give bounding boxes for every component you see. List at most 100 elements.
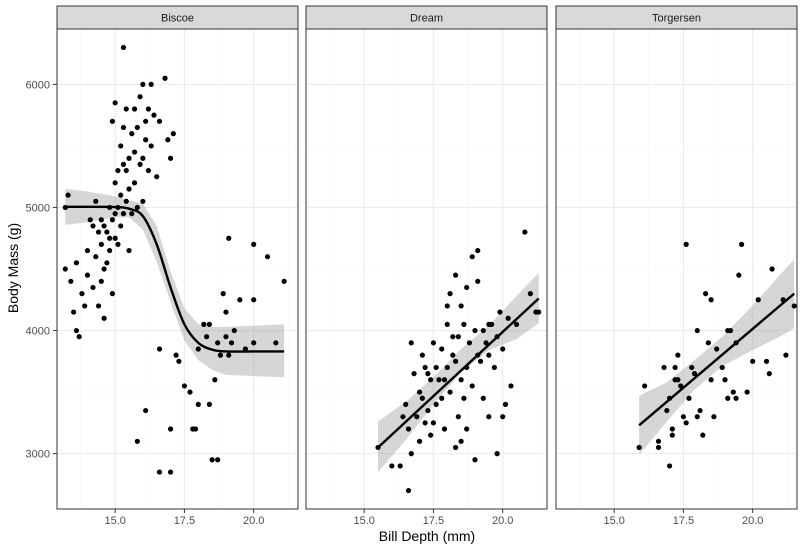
panel-dream: Dream — [305, 5, 548, 510]
data-point — [112, 180, 118, 186]
data-point — [195, 346, 201, 352]
data-point — [430, 340, 437, 346]
data-point — [115, 241, 121, 247]
data-point — [680, 414, 687, 420]
data-point — [140, 198, 146, 204]
data-point — [217, 352, 224, 358]
data-point — [469, 383, 475, 389]
data-point — [167, 155, 174, 161]
data-point — [98, 241, 104, 247]
x-tick-label: 15.0 — [104, 515, 125, 527]
data-point — [242, 346, 248, 352]
data-point — [109, 291, 116, 297]
data-point — [702, 291, 709, 297]
data-point — [486, 414, 492, 420]
data-point — [447, 389, 453, 395]
data-point — [419, 395, 425, 401]
strip-label: Torgersen — [652, 13, 701, 25]
data-point — [464, 284, 470, 291]
data-point — [120, 44, 127, 51]
data-point — [452, 444, 459, 451]
data-point — [664, 407, 670, 414]
data-point — [115, 167, 121, 174]
data-point — [675, 377, 681, 383]
data-point — [425, 407, 431, 414]
data-point — [428, 432, 434, 438]
data-point — [162, 75, 168, 81]
data-point — [65, 192, 71, 198]
data-point — [129, 211, 135, 217]
data-point — [126, 186, 132, 192]
data-point — [93, 254, 99, 260]
data-point — [131, 106, 138, 112]
data-point — [82, 303, 88, 309]
data-point — [400, 414, 406, 420]
data-point — [112, 235, 118, 241]
data-point — [137, 94, 143, 100]
strip-background — [56, 5, 299, 30]
x-tick-label: 20.0 — [243, 515, 264, 527]
data-point — [433, 401, 439, 407]
data-point — [494, 451, 500, 457]
data-point — [140, 155, 146, 161]
data-point — [109, 118, 116, 124]
data-point — [273, 340, 279, 346]
data-point — [700, 432, 706, 438]
data-point — [408, 340, 414, 346]
data-point — [215, 457, 221, 463]
data-point — [491, 364, 497, 371]
x-tick-label: 17.5 — [673, 515, 694, 527]
x-axis-title: Bill Depth (mm) — [379, 528, 475, 544]
data-point — [736, 272, 742, 278]
data-point — [430, 420, 437, 426]
data-point — [143, 118, 149, 124]
data-point — [452, 358, 459, 364]
data-point — [137, 161, 143, 167]
data-point — [683, 420, 689, 426]
data-point — [90, 284, 96, 291]
data-point — [466, 340, 473, 346]
strip-label: Biscoe — [161, 13, 194, 25]
data-point — [791, 303, 797, 309]
data-point — [87, 217, 93, 223]
data-point — [107, 235, 113, 241]
data-point — [725, 395, 731, 401]
data-point — [730, 389, 736, 395]
data-point — [134, 204, 140, 211]
data-point — [425, 371, 431, 377]
data-point — [203, 334, 210, 340]
data-point — [170, 131, 176, 137]
strip-background — [555, 5, 798, 30]
fit-line — [377, 297, 540, 449]
data-point — [109, 217, 116, 223]
data-point — [411, 371, 417, 377]
data-point — [436, 377, 442, 383]
data-point — [433, 364, 439, 371]
data-point — [486, 352, 492, 358]
data-point — [733, 395, 739, 401]
data-point — [167, 469, 174, 475]
data-point — [68, 278, 74, 284]
data-point — [513, 321, 520, 327]
data-point — [416, 438, 423, 444]
data-point — [173, 352, 179, 358]
axes-layer: 15.0 17.5 20.0 15.0 17.5 20.0 15.0 17.5 20.0 3000… — [26, 79, 764, 527]
data-point — [522, 229, 528, 235]
data-point — [447, 291, 453, 297]
data-point — [281, 278, 287, 284]
x-tick-label: 15.0 — [603, 515, 624, 527]
x-tick-label: 20.0 — [492, 515, 513, 527]
data-point — [419, 352, 425, 358]
data-point — [95, 303, 102, 309]
fit-line — [65, 205, 285, 353]
data-point — [195, 401, 201, 407]
data-point — [156, 469, 163, 475]
data-point — [477, 358, 484, 364]
data-point — [497, 309, 503, 315]
x-tick-label: 20.0 — [742, 515, 763, 527]
data-point — [655, 438, 662, 444]
data-point — [642, 383, 648, 389]
data-point — [461, 395, 467, 401]
data-point — [416, 389, 423, 395]
